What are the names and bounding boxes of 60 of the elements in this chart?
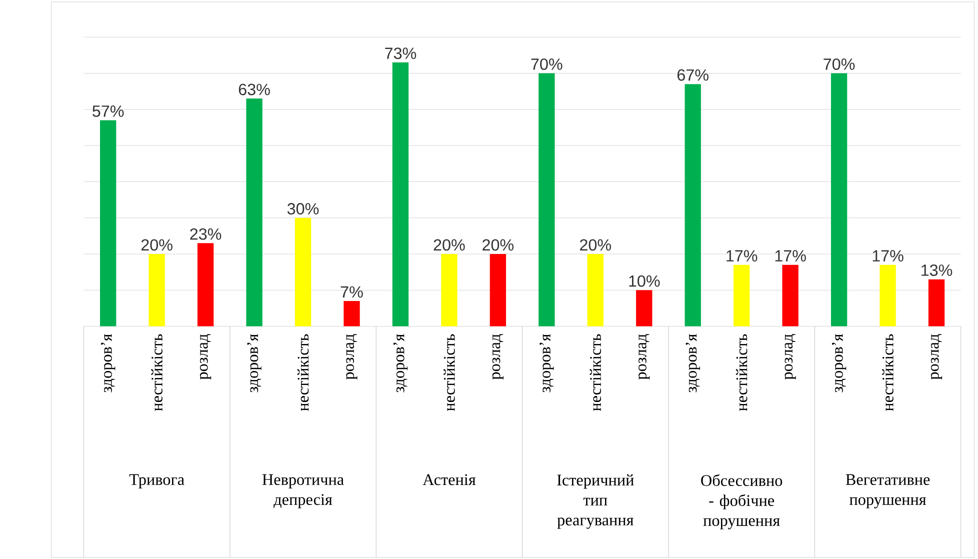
x-tick-label: здоров’я <box>393 334 408 392</box>
data-label: 10% <box>629 275 660 287</box>
data-label: 20% <box>434 239 465 250</box>
bar <box>636 290 652 326</box>
x-tick-label: нестійкість <box>736 334 748 411</box>
data-label: 13% <box>922 264 952 276</box>
x-tick-label: розлад <box>492 334 504 380</box>
x-tick-label: розлад <box>638 334 650 380</box>
data-label: 57% <box>92 105 124 117</box>
text: Обсессивно - фобічне порушення <box>701 474 782 530</box>
x-tick-label: розлад <box>930 334 942 380</box>
data-label: 20% <box>141 239 172 250</box>
text: Астенія <box>422 474 476 485</box>
bar <box>490 254 506 326</box>
text: Істеричний тип реагування <box>557 474 634 529</box>
bar <box>148 254 165 326</box>
data-label: 70% <box>824 58 855 70</box>
bar <box>587 254 604 326</box>
bar <box>538 73 555 326</box>
text: Тривога <box>129 474 184 488</box>
x-tick-label: здоров’я <box>247 334 262 392</box>
bar <box>782 264 798 326</box>
x-tick-label: нестійкість <box>151 334 162 411</box>
x-tick-label: здоров’я <box>540 334 554 392</box>
data-label: 23% <box>190 228 222 240</box>
bar <box>830 73 848 326</box>
text: Невротична депресія <box>262 474 344 508</box>
x-tick-label: здоров’я <box>100 334 116 392</box>
data-label: 63% <box>238 84 270 96</box>
data-label: 7% <box>340 286 363 298</box>
data-label: 20% <box>482 239 514 250</box>
data-label: 17% <box>726 250 758 262</box>
x-tick-label: розлад <box>784 334 796 380</box>
bar <box>734 264 750 326</box>
bar <box>197 242 214 326</box>
text: Вегетативне порушення <box>846 474 930 508</box>
bar <box>928 279 945 326</box>
x-tick-label: здоров’я <box>832 334 846 392</box>
data-label: 73% <box>385 47 416 59</box>
bar <box>441 254 458 326</box>
bar <box>294 218 312 326</box>
bar <box>100 120 116 326</box>
data-label: 70% <box>531 58 562 70</box>
x-tick-label: нестійкість <box>444 334 455 411</box>
x-tick-label: нестійкість <box>297 334 309 411</box>
bar <box>684 84 701 326</box>
data-label: 67% <box>678 69 708 81</box>
bar <box>880 264 896 326</box>
x-tick-label: нестійкість <box>882 334 894 411</box>
data-label: 17% <box>872 250 904 262</box>
x-tick-label: здоров’я <box>686 334 700 392</box>
x-tick-label: нестійкість <box>590 334 602 411</box>
bar <box>246 98 262 326</box>
x-tick-label: розлад <box>200 334 212 380</box>
data-label: 30% <box>287 202 319 214</box>
bar <box>344 300 360 326</box>
x-tick-label: розлад <box>346 334 358 380</box>
data-label: 17% <box>775 250 806 262</box>
bar <box>392 62 409 326</box>
data-label: 20% <box>580 239 612 250</box>
